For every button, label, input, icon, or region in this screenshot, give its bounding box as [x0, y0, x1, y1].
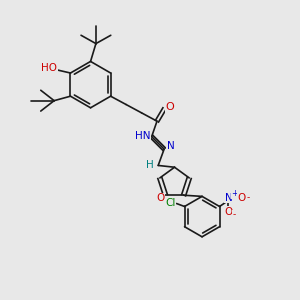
Text: O: O — [165, 102, 174, 112]
Text: H: H — [146, 160, 154, 170]
Text: HN: HN — [135, 131, 151, 141]
Text: +: + — [231, 189, 238, 198]
Text: O: O — [156, 193, 164, 203]
Text: N: N — [225, 193, 232, 202]
Text: N: N — [167, 141, 175, 151]
Text: HO: HO — [41, 63, 57, 73]
Text: -: - — [247, 193, 250, 202]
Text: O: O — [238, 193, 246, 202]
Text: Cl: Cl — [165, 198, 176, 208]
Text: -: - — [233, 210, 236, 219]
Text: O: O — [224, 206, 232, 217]
